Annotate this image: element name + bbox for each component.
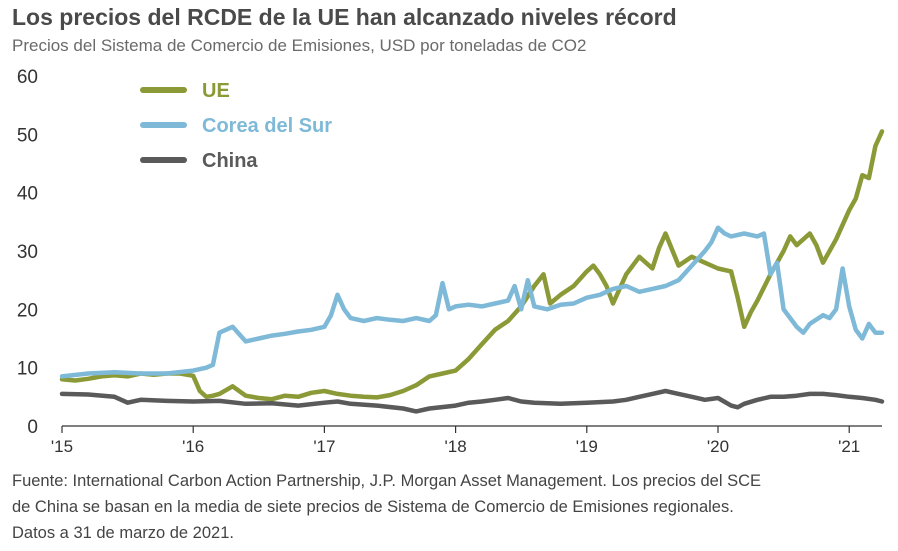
price-line-chart: 0 10 20 30 40 50 60 '15 '16 '17 '18 '19 '20 '21 UE Core… [17,67,885,456]
x-tick-label: '19 [576,437,598,456]
y-tick-label: 0 [27,417,38,438]
y-tick-label: 20 [17,300,38,321]
footnote-line-1: Fuente: International Carbon Action Part… [12,472,762,490]
source-footnote: Fuente: International Carbon Action Part… [12,468,888,546]
y-tick-label: 40 [17,184,38,205]
series-line-1 [59,129,885,402]
y-tick-label: 30 [17,242,38,263]
y-tick-label: 10 [17,359,38,380]
series-line-3 [59,388,885,414]
y-tick-label: 50 [17,125,38,146]
chart-title: Los precios del RCDE de la UE han alcanz… [12,4,677,30]
series-line-2 [59,225,885,379]
footnote-line-3: Datos a 31 de marzo de 2021. [12,524,234,542]
x-tick-label: '17 [313,437,335,456]
x-tick-label: '15 [51,437,73,456]
y-tick-label: 60 [17,67,38,88]
x-tick-label: '21 [838,437,860,456]
x-tick-label: '20 [707,437,729,456]
legend-label: Corea del Sur [202,115,332,137]
legend-label: China [202,150,258,172]
x-tick-label: '18 [445,437,467,456]
x-tick-label: '16 [182,437,204,456]
legend-label: UE [202,80,230,102]
chart-subtitle: Precios del Sistema de Comercio de Emisi… [12,36,587,55]
footnote-line-2: de China se basan en la media de siete p… [12,498,734,516]
